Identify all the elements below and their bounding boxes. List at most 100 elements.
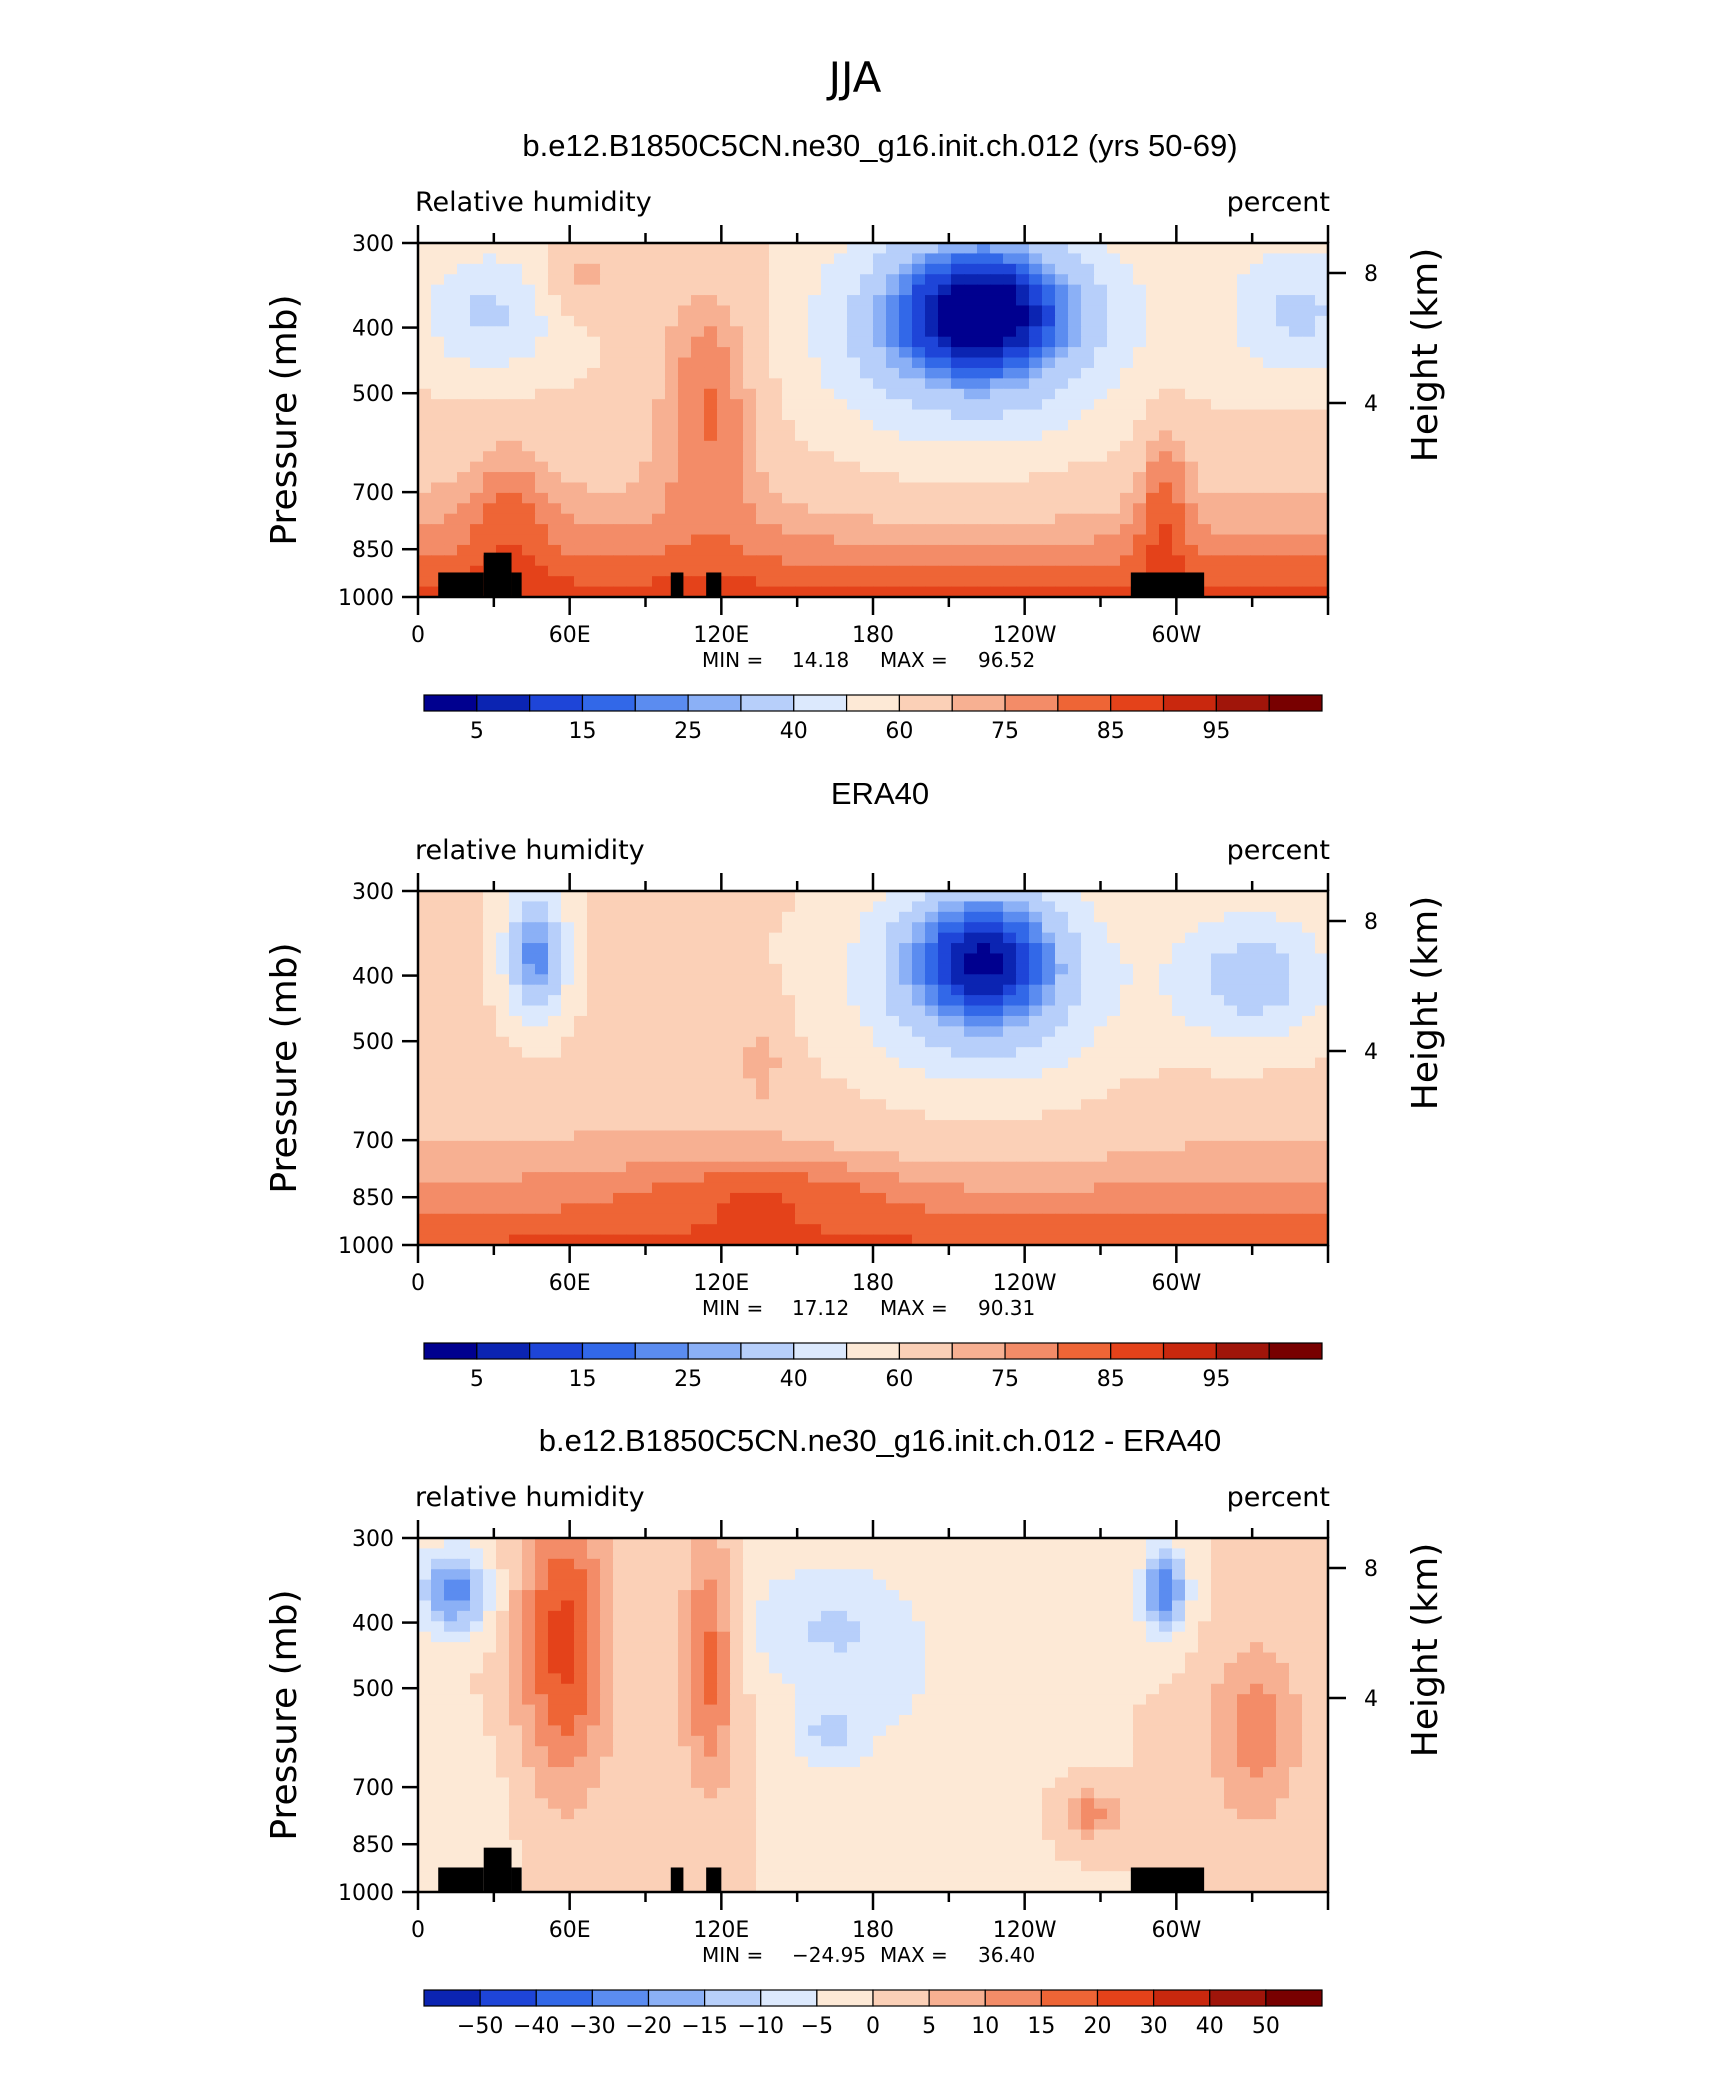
- right-label: percent: [1227, 187, 1330, 218]
- colorbar-box: [687, 694, 742, 712]
- colorbar-label: 95: [1202, 1367, 1230, 1392]
- colorbar-box: [687, 1342, 742, 1360]
- colorbar: 5 15 25 40 60 75 85 95: [423, 694, 1323, 744]
- colorbar-label: −20: [625, 2014, 671, 2039]
- colorbar-label: 75: [991, 1367, 1019, 1392]
- y-tick-label: 300: [352, 880, 394, 905]
- x-tick-label: 0: [411, 623, 425, 648]
- colorbar-box: [423, 1342, 478, 1360]
- y-tick-label: 1000: [338, 1881, 394, 1906]
- colorbar-box: [704, 1989, 762, 2007]
- x-tick-label: 120E: [693, 1271, 749, 1296]
- min-label: MIN =: [702, 1943, 763, 1967]
- colorbar-label: 5: [470, 1367, 484, 1392]
- left-label: relative humidity: [415, 1482, 645, 1513]
- colorbar-box: [581, 694, 636, 712]
- max-value: 90.31: [978, 1296, 1035, 1320]
- panel-1: b.e12.B1850C5CN.ne30_g16.init.ch.012 (yr…: [264, 128, 1446, 744]
- y-tick-label: 700: [352, 1129, 394, 1154]
- colorbar-label: 25: [674, 719, 702, 744]
- colorbar-box: [1057, 694, 1112, 712]
- max-label: MAX =: [880, 648, 948, 672]
- min-value: 14.18: [792, 648, 849, 672]
- colorbar-box: [845, 1342, 901, 1360]
- colorbar-box: [1004, 1342, 1059, 1360]
- colorbar-box: [793, 694, 848, 712]
- y2-axis-title: Height (km): [1405, 896, 1446, 1110]
- land-mask-0: [438, 572, 484, 597]
- min-label: MIN =: [702, 1296, 763, 1320]
- x-tick-label: 60W: [1151, 623, 1201, 648]
- colorbar-box: [1096, 1989, 1155, 2007]
- colorbar-label: 85: [1097, 1367, 1125, 1392]
- y-tick-label: 700: [352, 481, 394, 506]
- y-tick-label: 400: [352, 965, 394, 990]
- y-tick-label: 700: [352, 1776, 394, 1801]
- colorbar-label: −40: [513, 2014, 559, 2039]
- colorbar-box: [793, 1342, 848, 1360]
- y-tick-label: 400: [352, 317, 394, 342]
- y-tick-label: 500: [352, 1030, 394, 1055]
- colorbar-box: [740, 1342, 795, 1360]
- colorbar-box: [423, 1989, 481, 2007]
- colorbar-box: [951, 1342, 1006, 1360]
- colorbar-box: [1215, 1342, 1270, 1360]
- left-label: Relative humidity: [415, 187, 652, 218]
- colorbar-label: 25: [674, 1367, 702, 1392]
- colorbar-label: −50: [457, 2014, 503, 2039]
- min-label: MIN =: [702, 648, 763, 672]
- colorbar-label: −10: [738, 2014, 784, 2039]
- x-tick-label: 0: [411, 1271, 425, 1296]
- colorbar-label: 40: [1196, 2014, 1224, 2039]
- colorbar-label: 40: [780, 1367, 808, 1392]
- colorbar-box: [1040, 1989, 1099, 2007]
- y-tick-label: 1000: [338, 1234, 394, 1259]
- contour-field: [418, 243, 1329, 598]
- colorbar-label: 75: [991, 719, 1019, 744]
- colorbar-box: [479, 1989, 537, 2007]
- x-tick-label: 0: [411, 1918, 425, 1943]
- max-label: MAX =: [880, 1296, 948, 1320]
- x-tick-label: 60W: [1151, 1918, 1201, 1943]
- colorbar-box: [529, 694, 584, 712]
- y-tick-label: 400: [352, 1612, 394, 1637]
- y2-tick-label: 8: [1364, 910, 1378, 935]
- colorbar-label: 50: [1252, 2014, 1280, 2039]
- land-mask-3: [670, 572, 684, 597]
- colorbar-label: 60: [885, 719, 913, 744]
- y-tick-label: 300: [352, 232, 394, 257]
- colorbar-box: [535, 1989, 593, 2007]
- max-label: MAX =: [880, 1943, 948, 1967]
- colorbar-label: −30: [569, 2014, 615, 2039]
- colorbar-box: [951, 694, 1006, 712]
- colorbar-box: [845, 694, 901, 712]
- x-tick-label: 120W: [993, 1271, 1057, 1296]
- panel-title: ERA40: [831, 776, 929, 811]
- colorbar-label: 60: [885, 1367, 913, 1392]
- colorbar-box: [984, 1989, 1042, 2007]
- colorbar-label: 15: [568, 1367, 596, 1392]
- colorbar-box: [740, 694, 795, 712]
- max-value: 96.52: [978, 648, 1035, 672]
- y-tick-label: 300: [352, 1527, 394, 1552]
- land-mask-5: [1130, 1867, 1205, 1892]
- right-label: percent: [1227, 835, 1330, 866]
- colorbar-box: [634, 694, 689, 712]
- land-mask-2: [511, 572, 522, 597]
- colorbar-box: [1209, 1989, 1267, 2007]
- colorbar-box: [423, 694, 478, 712]
- x-tick-label: 120W: [993, 1918, 1057, 1943]
- y2-tick-label: 4: [1364, 1687, 1378, 1712]
- colorbar-box: [591, 1989, 650, 2007]
- colorbar-box: [1265, 1989, 1323, 2007]
- y-axis-title: Pressure (mb): [264, 294, 305, 545]
- colorbar-label: 15: [568, 719, 596, 744]
- contour-field: [418, 1538, 1329, 1893]
- left-label: relative humidity: [415, 835, 645, 866]
- colorbar-box: [634, 1342, 689, 1360]
- x-tick-label: 60E: [549, 1271, 591, 1296]
- x-tick-label: 60E: [549, 623, 591, 648]
- panel-2: ERA40 relative humidity percent 0 60E 120E 180…: [264, 776, 1446, 1392]
- x-tick-label: 60W: [1151, 1271, 1201, 1296]
